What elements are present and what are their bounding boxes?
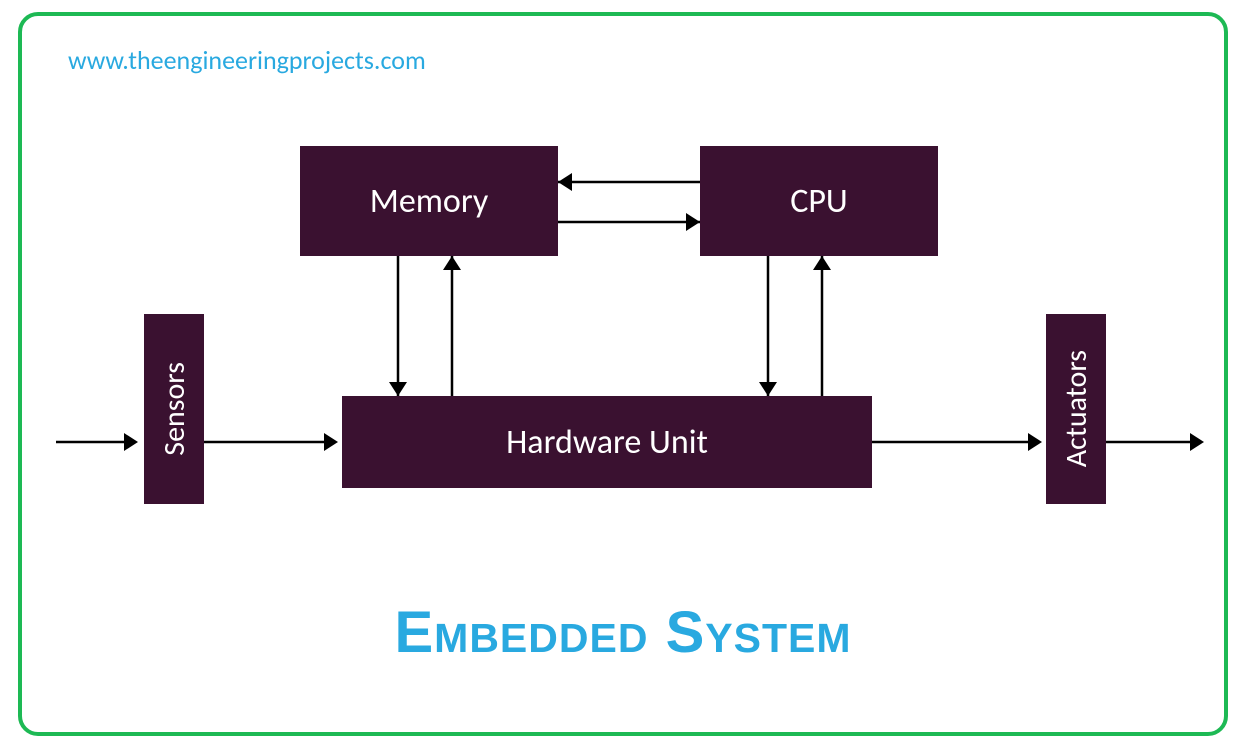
node-sensors-label: Sensors — [156, 362, 193, 456]
watermark-link: www.theengineeringprojects.com — [68, 44, 426, 76]
node-hardware: Hardware Unit — [342, 396, 872, 488]
diagram-frame: www.theengineeringprojects.com Memory CP… — [18, 12, 1228, 736]
diagram-title: Embedded System — [22, 599, 1224, 666]
node-cpu: CPU — [700, 146, 938, 256]
node-cpu-label: CPU — [790, 181, 848, 222]
node-memory: Memory — [300, 146, 558, 256]
node-hardware-label: Hardware Unit — [506, 422, 708, 463]
node-actuators-label: Actuators — [1058, 350, 1095, 467]
node-sensors: Sensors — [144, 314, 204, 504]
node-memory-label: Memory — [370, 181, 489, 222]
node-actuators: Actuators — [1046, 314, 1106, 504]
